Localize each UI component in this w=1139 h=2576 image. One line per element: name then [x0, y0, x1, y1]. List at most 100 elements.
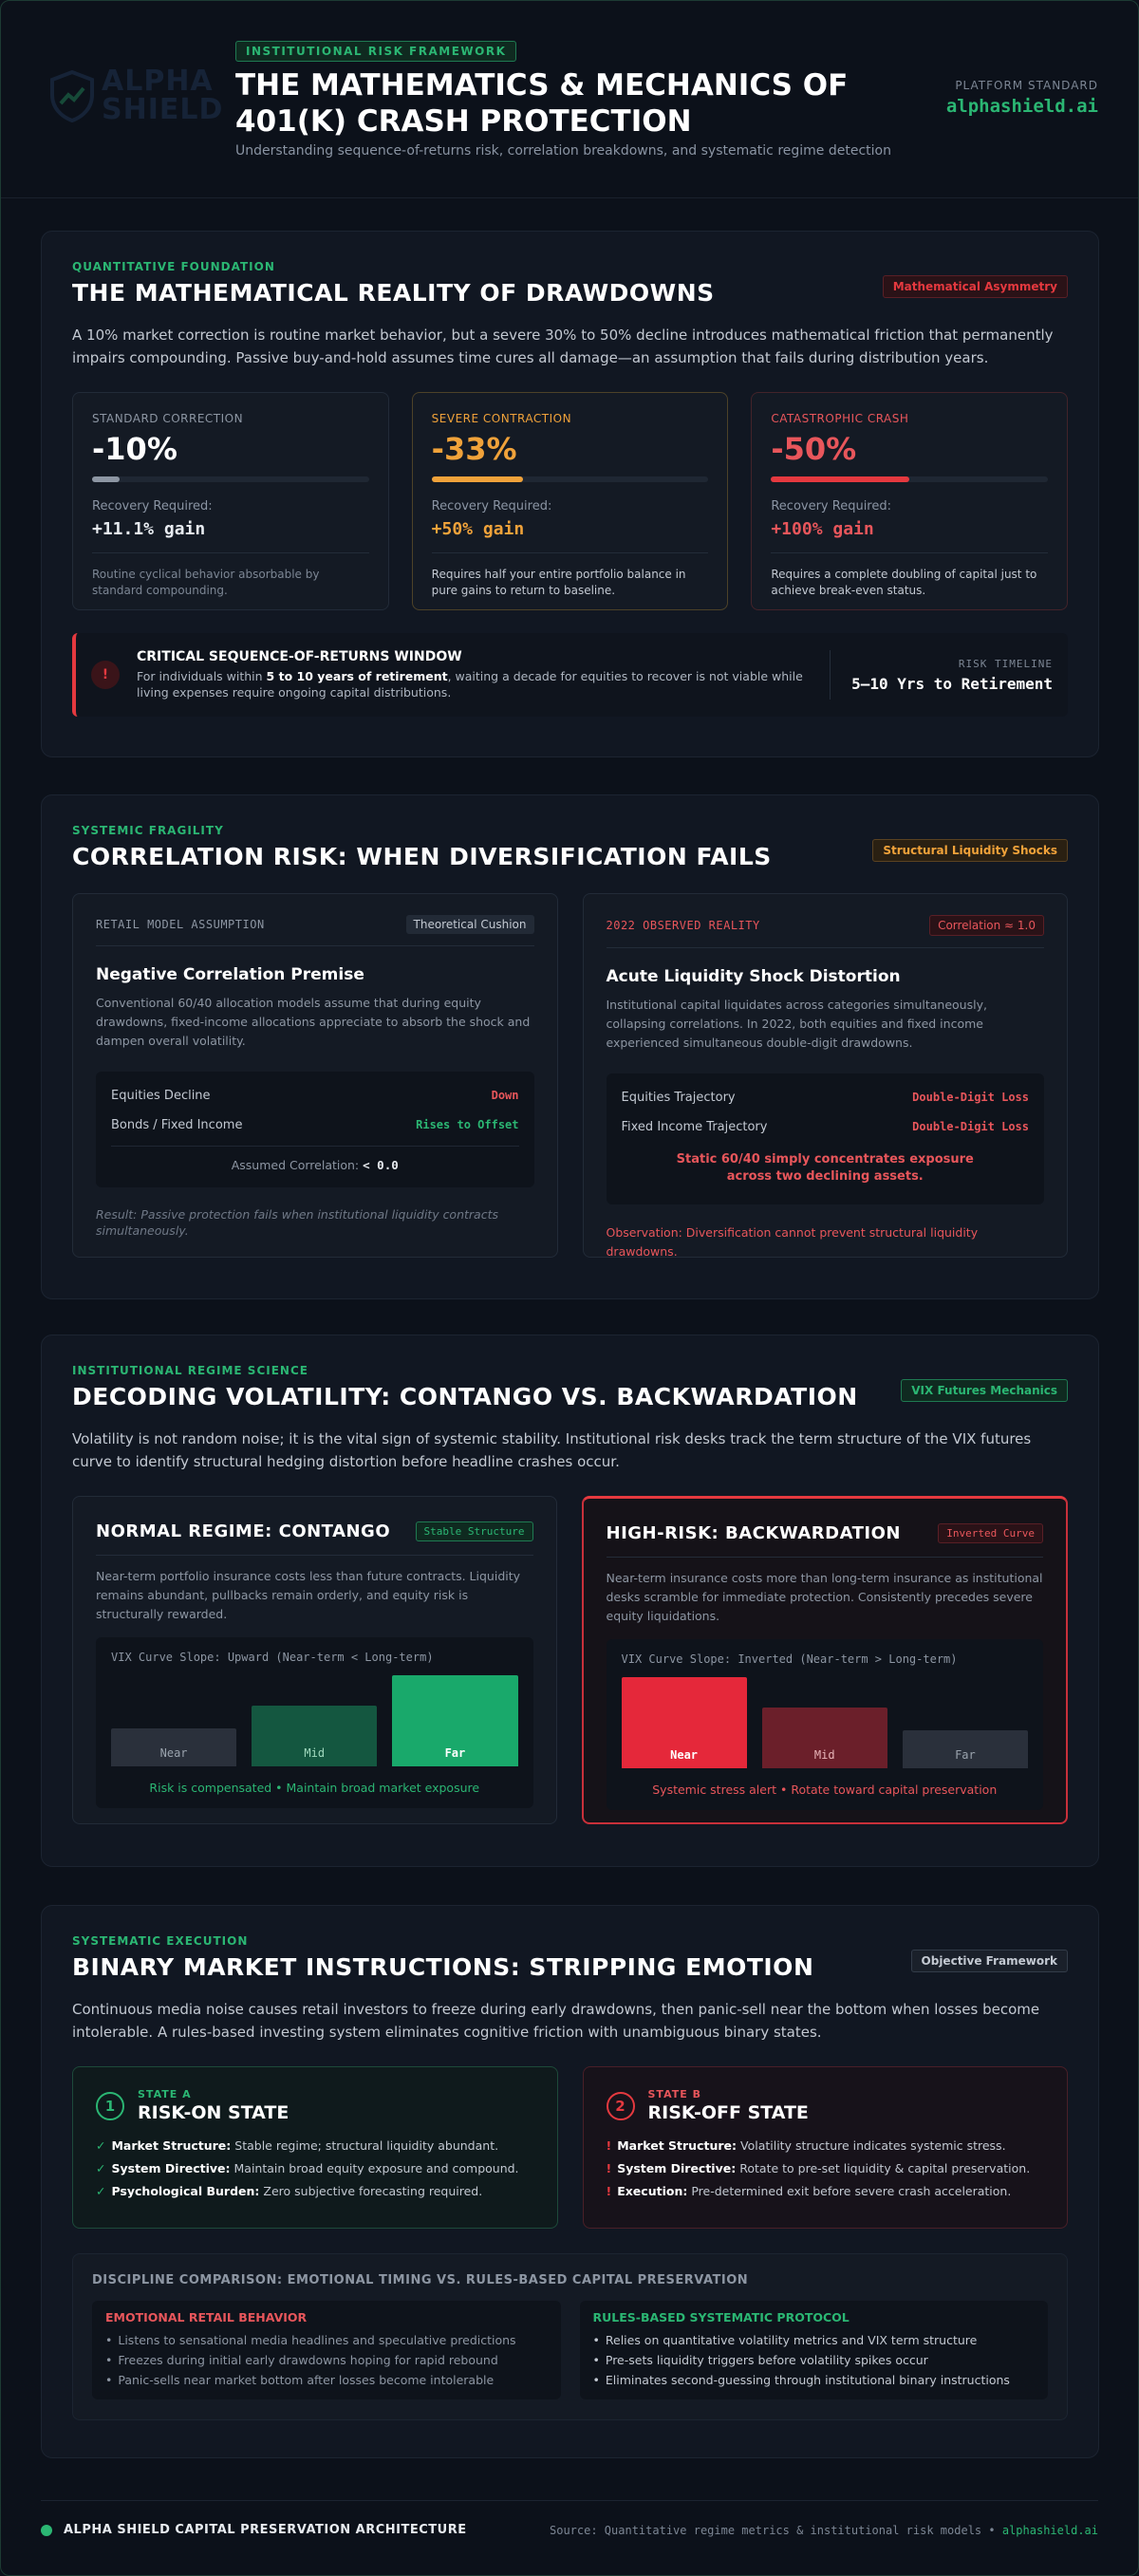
logo-bottom: SHIELD	[102, 93, 224, 126]
logo-top: ALPHA	[102, 65, 214, 98]
state-item: ✓ Psychological Burden: Zero subjective fo…	[96, 2184, 534, 2198]
alert: ! CRITICAL SEQUENCE-OF-RETURNS WINDOW Fo…	[72, 633, 1068, 717]
contango-card: NORMAL REGIME: CONTANGO Stable Structure …	[72, 1496, 557, 1824]
state-list: ✓ Market Structure: Stable regime; structu…	[96, 2138, 534, 2198]
row: Bonds / Fixed Income Rises to Offset	[111, 1111, 519, 1140]
row-value: Rises to Offset	[416, 1118, 519, 1131]
timeline-value: 5–10 Yrs to Retirement	[851, 674, 1053, 693]
tag: Objective Framework	[910, 1950, 1068, 1972]
status-dot	[41, 2524, 52, 2536]
item-label: Market Structure:	[111, 2138, 232, 2153]
comparison: DISCIPLINE COMPARISON: EMOTIONAL TIMING …	[72, 2253, 1068, 2420]
item-mark: ✓	[96, 2138, 106, 2153]
curve-bar: Far	[902, 1730, 1029, 1768]
intro: Continuous media noise causes retail inv…	[72, 2001, 1040, 2041]
item-mark: ✓	[96, 2161, 106, 2175]
row-label: Fixed Income Trajectory	[621, 1120, 768, 1134]
logo-shield	[50, 69, 94, 122]
item-label: System Directive:	[617, 2161, 737, 2175]
backwardation-card: HIGH-RISK: BACKWARDATION Inverted Curve N…	[581, 1496, 1068, 1824]
card-box: Equities Decline Down Bonds / Fixed Incom…	[96, 1072, 534, 1187]
state-head: 2 STATE B RISK-OFF STATE	[606, 2088, 1045, 2123]
recovery-label: Recovery Required:	[431, 499, 552, 513]
row-value: Double-Digit Loss	[912, 1091, 1029, 1104]
item-text: Volatility structure indicates systemic …	[740, 2138, 1006, 2153]
drawdown-card: STANDARD CORRECTION -10% Recovery Requir…	[72, 392, 389, 610]
card-title: NORMAL REGIME: CONTANGO	[96, 1521, 391, 1541]
chart-caption: Risk is compensated • Maintain broad mar…	[149, 1781, 480, 1795]
comparison-item: Eliminates second-guessing through insti…	[593, 2370, 1036, 2390]
item-mark: !	[606, 2184, 612, 2198]
card-note: Requires half your entire portfolio bala…	[431, 552, 709, 599]
state-kicker: STATE A	[138, 2088, 192, 2100]
column-list: Relies on quantitative volatility metric…	[593, 2330, 1036, 2390]
bars: Near Mid Far	[621, 1677, 1029, 1768]
element	[50, 69, 94, 122]
comparison-item: Freezes during initial early drawdowns h…	[105, 2350, 548, 2370]
state-cards: 1 STATE A RISK-ON STATE ✓ Market Structure:…	[72, 2066, 1068, 2229]
column-title: EMOTIONAL RETAIL BEHAVIOR	[105, 2310, 308, 2324]
card-label: RETAIL MODEL ASSUMPTION	[96, 918, 265, 931]
observation: Observation: Diversification cannot prev…	[606, 1225, 979, 1259]
footer-value: < 0.0	[363, 1158, 399, 1172]
item-mark: !	[606, 2161, 612, 2175]
state-item: ! Execution: Pre-determined exit before se…	[607, 2184, 1045, 2198]
bar-track	[92, 476, 369, 482]
curve-chart: VIX Curve Slope: Inverted (Near-term > L…	[606, 1639, 1043, 1810]
platform-url[interactable]: alphashield.ai	[945, 96, 1098, 117]
card-title: Negative Correlation Premise	[96, 965, 364, 984]
element	[59, 86, 85, 105]
column-title: RULES-BASED SYSTEMATIC PROTOCOL	[592, 2310, 850, 2324]
card-top: RETAIL MODEL ASSUMPTION Theoretical Cushi…	[96, 915, 534, 946]
recovery-value: +50% gain	[431, 519, 525, 539]
drawdown-card: CATASTROPHIC CRASH -50% Recovery Require…	[751, 392, 1069, 610]
state-title: RISK-ON STATE	[138, 2102, 289, 2123]
card-tag: Theoretical Cushion	[405, 915, 534, 934]
curve-bar: Mid	[761, 1708, 887, 1768]
column-list: Listens to sensational media headlines a…	[105, 2330, 548, 2390]
footer-url[interactable]: alphashield.ai	[1001, 2523, 1098, 2537]
state-title: RISK-OFF STATE	[647, 2102, 809, 2123]
eyebrow: SYSTEMATIC EXECUTION	[72, 1934, 249, 1948]
comparison-columns: EMOTIONAL RETAIL BEHAVIOR Listens to sens…	[92, 2301, 1048, 2399]
recovery-value: +11.1% gain	[92, 519, 206, 539]
drawdown-value: -33%	[431, 431, 517, 467]
item-label: System Directive:	[111, 2161, 231, 2175]
card-text: Conventional 60/40 allocation models ass…	[96, 996, 531, 1048]
timeline: RISK TIMELINE 5–10 Yrs to Retirement	[830, 650, 1053, 700]
row-label: Equities Trajectory	[621, 1091, 736, 1105]
state-kicker: STATE B	[647, 2088, 701, 2100]
page-title: THE MATHEMATICS & MECHANICS OF 401(K) CR…	[235, 68, 849, 139]
chart-caption: Systemic stress alert • Rotate toward ca…	[652, 1783, 998, 1797]
curve-bar: Mid	[252, 1706, 378, 1766]
item-label: Market Structure:	[617, 2138, 737, 2153]
box-footer: Assumed Correlation: < 0.0	[111, 1146, 519, 1178]
intro: A 10% market correction is routine marke…	[72, 327, 1054, 366]
platform-label: PLATFORM STANDARD	[955, 79, 1098, 92]
card-label: SEVERE CONTRACTION	[431, 412, 572, 425]
recovery-value: +100% gain	[771, 519, 874, 539]
chart-label: VIX Curve Slope: Inverted (Near-term > L…	[621, 1652, 958, 1666]
card-label: STANDARD CORRECTION	[92, 412, 244, 425]
drawdown-card: SEVERE CONTRACTION -33% Recovery Require…	[411, 392, 729, 610]
section-title: CORRELATION RISK: WHEN DIVERSIFICATION F…	[72, 843, 772, 870]
comparison-item: Panic-sells near market bottom after los…	[105, 2370, 548, 2390]
badge: INSTITUTIONAL RISK FRAMEWORK	[235, 41, 517, 62]
eyebrow: SYSTEMIC FRAGILITY	[72, 824, 224, 837]
binary-section: SYSTEMATIC EXECUTION BINARY MARKET INSTR…	[41, 1905, 1099, 2458]
drawdown-value: -50%	[771, 431, 857, 467]
card-tag: Correlation ≈ 1.0	[929, 915, 1044, 936]
platform: PLATFORM STANDARD alphashield.ai	[946, 79, 1098, 117]
section-title: THE MATHEMATICAL REALITY OF DRAWDOWNS	[72, 279, 715, 307]
alert-text: For individuals within 5 to 10 years of …	[137, 668, 820, 700]
state-item: ✓ Market Structure: Stable regime; structu…	[96, 2138, 534, 2153]
card-note: Routine cyclical behavior absorbable by …	[92, 552, 369, 599]
rules-column: RULES-BASED SYSTEMATIC PROTOCOL Relies on…	[579, 2301, 1048, 2399]
curve-bar: Near	[621, 1677, 747, 1768]
state-number: 1	[96, 2091, 124, 2120]
correlation-cards: RETAIL MODEL ASSUMPTION Theoretical Cushi…	[72, 893, 1068, 1259]
footer-brand-wrap: ALPHA SHIELD CAPITAL PRESERVATION ARCHIT…	[41, 2523, 467, 2537]
text: , waiting a decade for equities to recov…	[137, 669, 803, 700]
footer-brand: ALPHA SHIELD CAPITAL PRESERVATION ARCHIT…	[64, 2523, 467, 2537]
